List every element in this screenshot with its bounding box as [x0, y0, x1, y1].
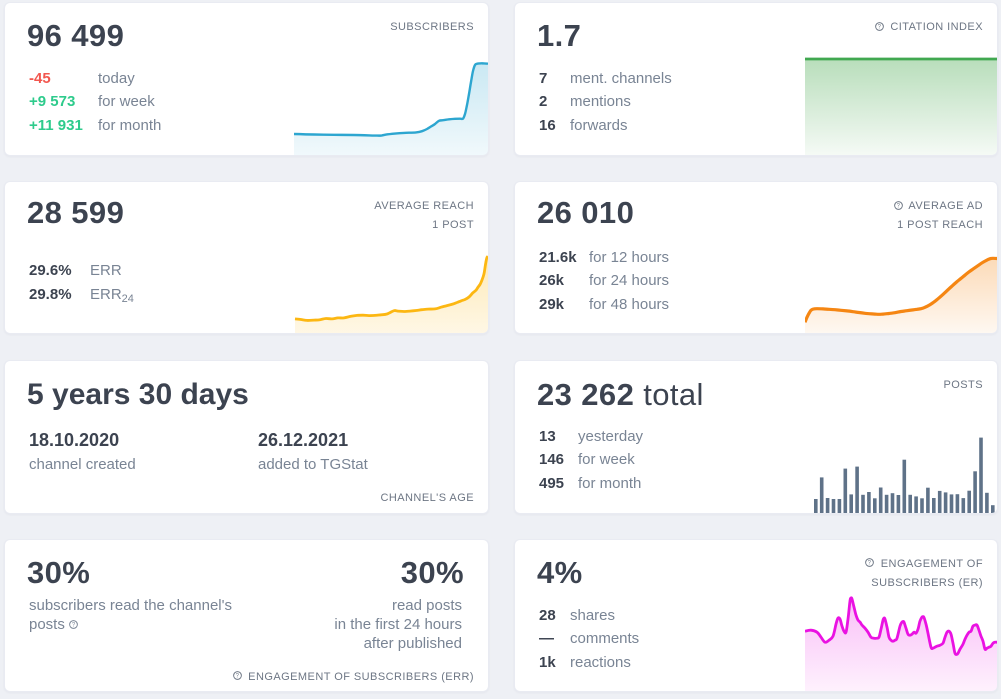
svg-text:?: ?	[235, 674, 239, 680]
svg-text:?: ?	[896, 203, 900, 209]
svg-text:?: ?	[877, 24, 881, 30]
svg-text:?: ?	[868, 561, 872, 567]
svg-text:?: ?	[72, 623, 76, 629]
